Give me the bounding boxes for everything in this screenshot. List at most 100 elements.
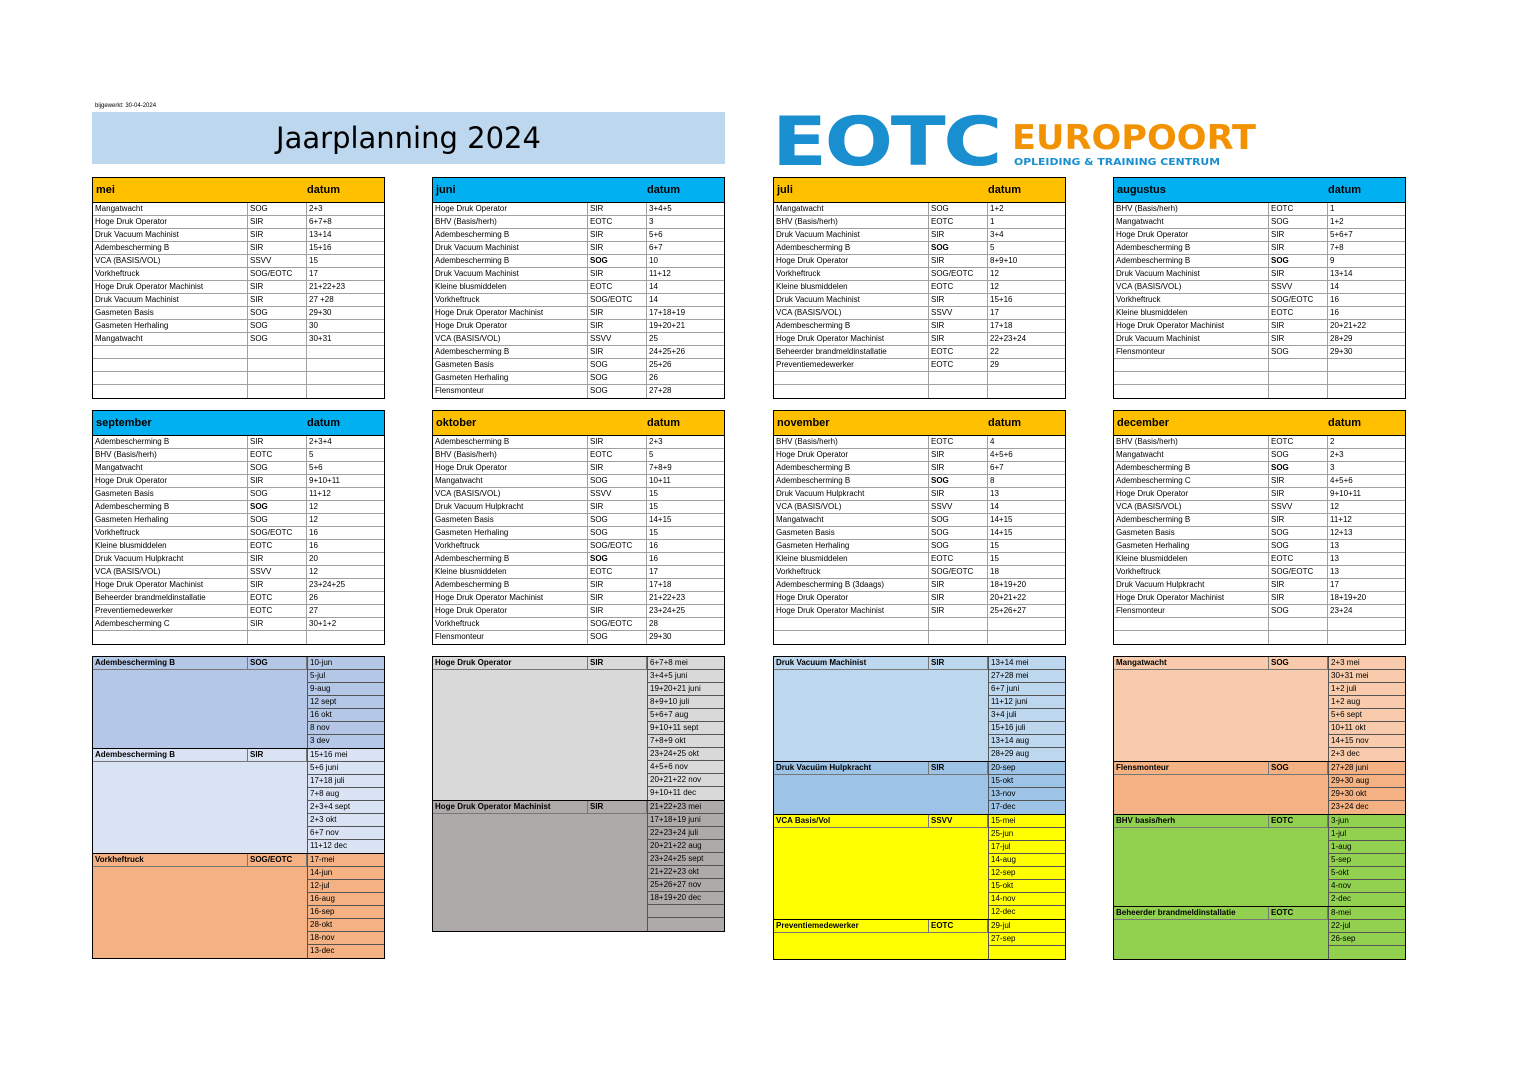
- table-row: Gasmeten Basis SOG 14+15: [433, 514, 724, 527]
- provider: SOG: [248, 307, 307, 319]
- course-name: Druk Vacuum Machinist: [433, 268, 588, 280]
- table-row: Vorkheftruck SOG/EOTC 12: [774, 268, 1065, 281]
- course-name: Vorkheftruck: [433, 294, 588, 306]
- table-row: Vorkheftruck SOG/EOTC 16: [93, 527, 384, 540]
- course-name: Preventiemedewerker: [774, 359, 929, 371]
- course-dates: 14+15: [649, 515, 672, 524]
- provider: SOG: [588, 372, 647, 384]
- course-dates: 17+18: [649, 580, 672, 589]
- group-provider: SOG: [1269, 762, 1328, 775]
- course-dates: 8+9+10: [990, 256, 1018, 265]
- course-dates: [1328, 359, 1405, 371]
- table-row: VCA (BASIS/VOL) SSVV 15: [433, 488, 724, 501]
- table-row: BHV (Basis/herh) EOTC 3: [433, 216, 724, 229]
- provider: SOG: [929, 514, 988, 526]
- course-name: Mangatwacht: [93, 203, 248, 215]
- provider: SOG: [929, 242, 988, 254]
- table-row: Adembescherming B (3daags) SIR 18+19+20: [774, 579, 1065, 592]
- course-name: [93, 346, 248, 358]
- table-row: Adembescherming B SIR 11+12: [1114, 514, 1405, 527]
- course-dates: 2+3: [649, 437, 663, 446]
- course-dates: 2: [1330, 437, 1335, 446]
- course-dates: 14+15: [990, 515, 1013, 524]
- table-row: Druk Vacuum Machinist SIR 15+16: [774, 294, 1065, 307]
- course-dates: 12: [990, 269, 999, 278]
- group-date: 4+5+6 nov: [648, 761, 724, 774]
- provider: SOG: [1269, 346, 1328, 358]
- provider: EOTC: [248, 449, 307, 461]
- group-date: 5+6+7 aug: [648, 709, 724, 722]
- course-dates: 1: [990, 217, 995, 226]
- provider: SIR: [929, 605, 988, 617]
- course-dates: 21+22+23: [649, 593, 686, 602]
- group-date: 10-jun: [308, 657, 384, 670]
- group-date: 20+21+22 nov: [648, 774, 724, 787]
- provider: SIR: [929, 333, 988, 345]
- course-name: Mangatwacht: [93, 333, 248, 345]
- course-dates: [988, 618, 1065, 630]
- course-name: [774, 372, 929, 384]
- course-group: Adembescherming B SIR 15+16 mei 5+6 juni 17+…: [93, 749, 384, 854]
- course-dates: 22: [990, 347, 999, 356]
- table-row: Hoge Druk Operator SIR 3+4+5: [433, 203, 724, 216]
- table-row: Adembescherming B SIR 5+6: [433, 229, 724, 242]
- course-name: Druk Vacuum Hulpkracht: [774, 488, 929, 500]
- group-date: 9-aug: [308, 683, 384, 696]
- course-name: Adembescherming B: [433, 579, 588, 591]
- month-header: mei datum: [93, 178, 384, 203]
- provider: [1269, 359, 1328, 371]
- table-row: Druk Vacuum Hulpkracht SIR 20: [93, 553, 384, 566]
- group-course-name: Vorkheftruck: [93, 854, 248, 867]
- group-date: 15+16 mei: [308, 749, 384, 762]
- course-dates: [307, 372, 384, 384]
- course-name: VCA (BASIS/VOL): [774, 501, 929, 513]
- course-name: Druk Vacuum Machinist: [774, 294, 929, 306]
- group-date: 21+22+23 mei: [648, 801, 724, 814]
- course-name: Druk Vacuum Machinist: [774, 229, 929, 241]
- course-name: Adembescherming C: [93, 618, 248, 630]
- course-dates: 12: [309, 567, 318, 576]
- provider: SSVV: [929, 307, 988, 319]
- provider: SIR: [929, 462, 988, 474]
- table-row: Preventiemedewerker EOTC 29: [774, 359, 1065, 372]
- course-name: Druk Vacuum Machinist: [433, 242, 588, 254]
- table-row: VCA (BASIS/VOL) SSVV 17: [774, 307, 1065, 320]
- course-dates: 14: [1330, 282, 1339, 291]
- course-name: Gasmeten Basis: [433, 514, 588, 526]
- course-name: Vorkheftruck: [433, 540, 588, 552]
- provider: SOG: [588, 359, 647, 371]
- provider: SOG: [1269, 527, 1328, 539]
- course-name: Adembescherming B: [1114, 514, 1269, 526]
- table-row: Hoge Druk Operator Machinist SIR 18+19+20: [1114, 592, 1405, 605]
- month-table-september: september datum Adembescherming B SIR 2+3+4 B…: [92, 410, 385, 645]
- course-name: Mangatwacht: [1114, 216, 1269, 228]
- table-row: Mangatwacht SOG 14+15: [774, 514, 1065, 527]
- group-date: 13+14 mei: [989, 657, 1065, 670]
- provider: SSVV: [929, 501, 988, 513]
- updated-date: bijgewerkt: 30-04-2024: [95, 103, 157, 109]
- course-name: Vorkheftruck: [93, 268, 248, 280]
- table-row: BHV (Basis/herh) EOTC 5: [433, 449, 724, 462]
- provider: [929, 372, 988, 384]
- table-row: Flensmonteur SOG 29+30: [433, 631, 724, 644]
- group-date: 12 sept: [308, 696, 384, 709]
- datum-header: datum: [647, 417, 680, 429]
- table-row: Kleine blusmiddelen EOTC 16: [1114, 307, 1405, 320]
- table-row: Druk Vacuum Machinist SIR 6+7: [433, 242, 724, 255]
- table-row: [774, 631, 1065, 644]
- course-name: Adembescherming B: [433, 436, 588, 448]
- month-name: november: [777, 417, 830, 429]
- provider: SOG: [1269, 605, 1328, 617]
- provider: [248, 372, 307, 384]
- table-row: Hoge Druk Operator Machinist SIR 17+18+19: [433, 307, 724, 320]
- group-date: 9+10+11 sept: [648, 722, 724, 735]
- group-date: 7+8 aug: [308, 788, 384, 801]
- course-name: Hoge Druk Operator: [1114, 229, 1269, 241]
- table-row: Kleine blusmiddelen EOTC 14: [433, 281, 724, 294]
- provider: EOTC: [1269, 307, 1328, 319]
- provider: SIR: [1269, 579, 1328, 591]
- course-dates: 5+6+7: [1330, 230, 1353, 239]
- course-name: Druk Vacuum Machinist: [1114, 268, 1269, 280]
- course-dates: [988, 385, 1065, 398]
- course-name: Kleine blusmiddelen: [774, 281, 929, 293]
